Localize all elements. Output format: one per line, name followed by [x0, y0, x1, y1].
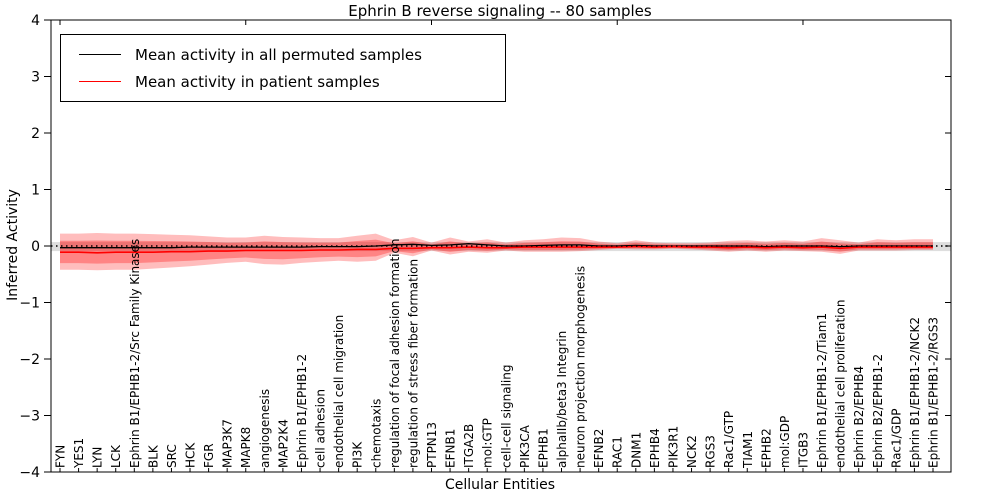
- x-category-label: PIK3CA: [518, 424, 532, 468]
- x-category-label: cell adhesion: [314, 389, 328, 468]
- x-category-label: PI3K: [351, 441, 365, 468]
- x-category-label: FGR: [202, 443, 216, 468]
- x-category-label: EPHB1: [536, 428, 550, 468]
- x-category-label: ITGA2B: [462, 424, 476, 468]
- x-category-label: Rac1/GDP: [889, 409, 903, 468]
- legend-item-patient: Mean activity in patient samples: [71, 68, 495, 95]
- x-category-label: neuron projection morphogenesis: [574, 266, 588, 468]
- x-category-label: EFNB1: [444, 429, 458, 468]
- x-category-label: BLK: [146, 444, 160, 468]
- x-category-label: endothelial cell migration: [332, 315, 346, 468]
- y-tick-label: −1: [19, 296, 40, 312]
- patient-band-outer: [60, 233, 933, 271]
- legend-label-patient: Mean activity in patient samples: [135, 72, 380, 91]
- x-category-label: regulation of focal adhesion formation: [388, 239, 402, 468]
- x-category-label: RAC1: [611, 436, 625, 468]
- x-axis-label: Cellular Entities: [444, 477, 556, 493]
- x-category-label: RGS3: [704, 435, 718, 468]
- y-tick-label: 3: [31, 70, 40, 86]
- x-category-label: Ephrin B2/EPHB1-2: [871, 354, 885, 468]
- x-category-label: chemotaxis: [369, 399, 383, 468]
- legend-box: Mean activity in all permuted samples Me…: [60, 34, 506, 102]
- x-category-label: SRC: [165, 444, 179, 468]
- patient-mean-line: [60, 245, 933, 254]
- x-category-label: Ephrin B1/EPHB1-2/Tiam1: [815, 313, 829, 468]
- y-tick-label: 0: [31, 239, 40, 255]
- y-tick-label: −2: [19, 352, 40, 368]
- x-category-label: NCK2: [685, 435, 699, 468]
- x-category-label: MAP2K4: [276, 419, 290, 468]
- legend-item-permuted: Mean activity in all permuted samples: [71, 41, 495, 68]
- chart-title: Ephrin B reverse signaling -- 80 samples: [348, 2, 652, 20]
- x-category-label: Ephrin B1/EPHB1-2: [295, 354, 309, 468]
- x-category-label: mol:GDP: [778, 416, 792, 468]
- x-category-label: PIK3R1: [666, 426, 680, 468]
- x-category-label: Rac1/GTP: [722, 411, 736, 468]
- x-category-label: LYN: [91, 447, 105, 468]
- x-category-label: FYN: [54, 445, 68, 468]
- patient-line-swatch: [79, 81, 121, 82]
- x-category-label: cell-cell signaling: [499, 365, 513, 469]
- x-category-label: DNM1: [629, 432, 643, 468]
- x-category-label: Ephrin B1/EPHB1-2/Src Family Kinases: [128, 239, 142, 468]
- permuted-line-swatch: [79, 54, 121, 55]
- x-category-label: mol:GTP: [481, 418, 495, 468]
- x-category-label: EPHB4: [648, 428, 662, 468]
- x-category-label: ITGB3: [796, 432, 810, 468]
- x-category-label: HCK: [184, 442, 198, 468]
- y-tick-label: −3: [19, 409, 40, 425]
- x-category-label: EFNB2: [592, 429, 606, 468]
- x-category-label: PTPN13: [425, 422, 439, 468]
- y-tick-label: −4: [19, 465, 40, 481]
- x-category-label: endothelial cell proliferation: [834, 300, 848, 468]
- x-category-label: MAP3K7: [221, 419, 235, 468]
- x-category-label: Ephrin B2/EPHB4: [852, 366, 866, 468]
- x-category-label: Ephrin B1/EPHB1-2/RGS3: [927, 317, 941, 468]
- x-category-label: Ephrin B1/EPHB1-2/NCK2: [908, 317, 922, 468]
- legend-label-permuted: Mean activity in all permuted samples: [135, 45, 422, 64]
- y-tick-label: 4: [31, 13, 40, 29]
- x-category-label: EPHB2: [759, 428, 773, 468]
- x-category-label: YES1: [72, 438, 86, 469]
- x-category-label: MAPK8: [239, 427, 253, 468]
- x-category-label: angiogenesis: [258, 389, 272, 468]
- y-tick-label: 2: [31, 126, 40, 142]
- y-tick-label: 1: [31, 183, 40, 199]
- x-category-label: regulation of stress fiber formation: [406, 259, 420, 468]
- x-category-label: LCK: [109, 444, 123, 468]
- x-category-label: TIAM1: [741, 431, 755, 469]
- x-category-label: alphaIIb/beta3 Integrin: [555, 331, 569, 468]
